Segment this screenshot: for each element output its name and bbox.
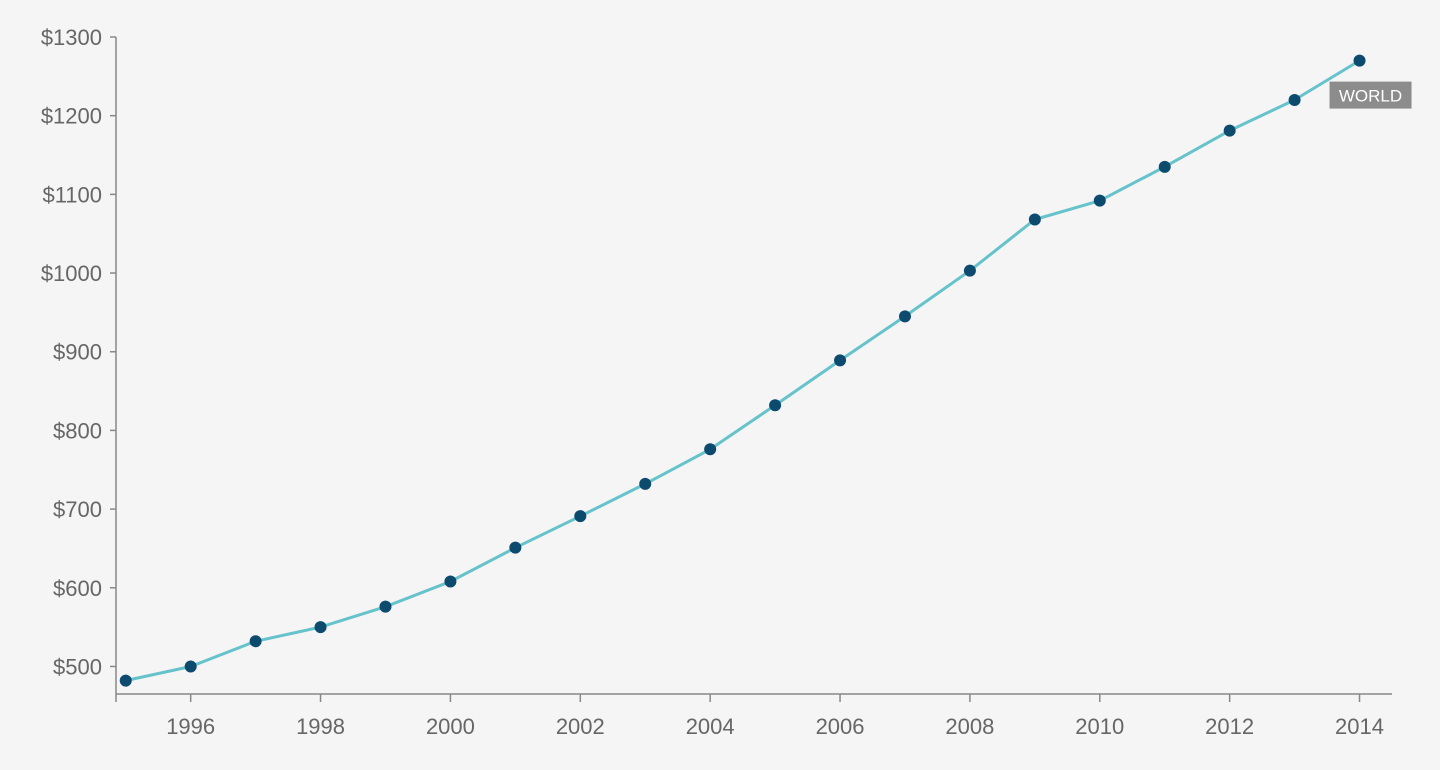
x-tick-label: 2002 [556, 714, 605, 739]
y-tick-label: $1300 [41, 25, 102, 50]
data-point [314, 621, 327, 634]
x-tick-label: 1996 [166, 714, 215, 739]
x-tick-label: 1998 [296, 714, 345, 739]
series-line [124, 59, 1361, 683]
data-point [834, 354, 847, 367]
data-point [184, 660, 197, 673]
data-point [509, 541, 522, 554]
data-point [704, 443, 717, 456]
data-point [1223, 124, 1236, 137]
data-point [1158, 160, 1171, 173]
y-tick-label: $900 [53, 340, 102, 365]
x-tick-label: 2010 [1075, 714, 1124, 739]
data-point [379, 600, 392, 613]
series-label-text: WORLD [1339, 87, 1402, 106]
series-label: WORLD [1329, 81, 1412, 109]
data-point [119, 674, 132, 687]
x-tick-label: 2006 [816, 714, 865, 739]
data-point [769, 399, 782, 412]
y-tick-label: $700 [53, 497, 102, 522]
y-tick-label: $1000 [41, 261, 102, 286]
y-axis: $500 $600 $700 $800 $900 $1000 $1100 $1200 $1300 [41, 25, 117, 702]
y-tick-label: $500 [53, 654, 102, 679]
x-tick-label: 2000 [426, 714, 475, 739]
data-point [574, 510, 587, 523]
data-point [1093, 194, 1106, 207]
data-point [1028, 213, 1041, 226]
y-tick-label: $1200 [41, 104, 102, 129]
series-layer: WORLD [119, 54, 1412, 687]
data-point [898, 310, 911, 323]
data-point [1288, 93, 1301, 106]
data-point [963, 264, 976, 277]
x-axis: 1996 1998 2000 2002 2004 2006 2008 2010 2012 2014 [116, 693, 1392, 739]
series-label-bg [1329, 81, 1412, 109]
x-tick-label: 2008 [945, 714, 994, 739]
x-tick-label: 2014 [1335, 714, 1384, 739]
x-tick-label: 2004 [686, 714, 735, 739]
data-point [1353, 54, 1366, 67]
y-tick-label: $1100 [42, 182, 102, 207]
data-point [249, 635, 262, 648]
data-point [639, 477, 652, 490]
data-point [444, 575, 457, 588]
y-tick-label: $600 [53, 576, 102, 601]
y-tick-label: $800 [53, 418, 102, 443]
x-tick-label: 2012 [1205, 714, 1254, 739]
